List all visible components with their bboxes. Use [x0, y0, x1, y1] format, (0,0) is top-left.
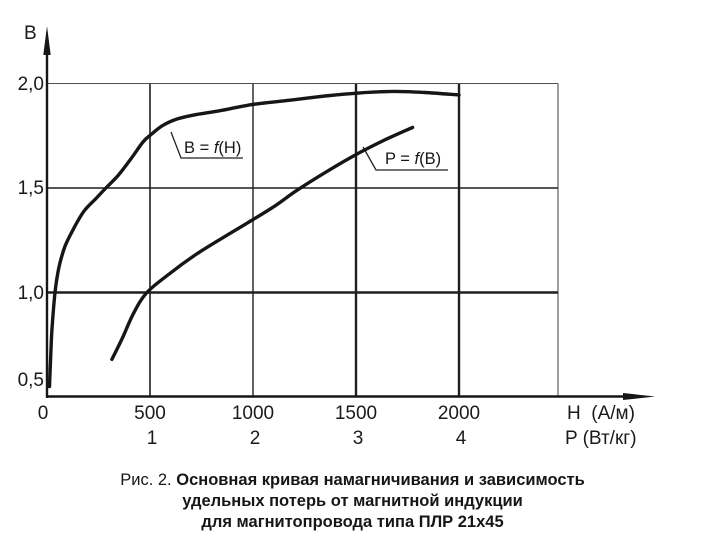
p-axis-unit-label: P (Вт/кг) [565, 428, 637, 449]
b-tick-label: 0,5 [17, 370, 44, 391]
h-axis-unit-label: H (А/м) [567, 403, 635, 424]
curve-label-p-post: (B) [419, 150, 442, 168]
caption-prefix: Рис. 2. [120, 471, 172, 489]
h-tick-label: 2000 [437, 403, 481, 424]
curve-label-b-post: (H) [218, 139, 242, 157]
curve-label-p-pre: P = [385, 150, 415, 168]
caption-line-3: для магнитопровода типа ПЛР 21x45 [201, 513, 504, 531]
curve-label-b-f: f [213, 139, 219, 157]
curve-label-p: P = f(B) [385, 150, 441, 169]
caption-line-2: удельных потерь от магнитной индукции [182, 492, 523, 510]
h-tick-label: 500 [134, 403, 166, 424]
p-tick-label: 4 [455, 428, 467, 449]
p-tick-label: 3 [352, 428, 364, 449]
curve-label-b-pre: B = [184, 139, 214, 157]
h-tick-label: 1000 [231, 403, 275, 424]
curve-label-p-f: f [414, 150, 420, 168]
b-tick-label: 1,0 [17, 282, 44, 304]
b-tick-label: 1,5 [17, 178, 44, 199]
h-tick-label: 1500 [334, 403, 378, 424]
caption-line-1-text: Основная кривая намагничивания и зависим… [176, 471, 585, 489]
h-tick-label: 0 [37, 403, 49, 424]
p-tick-label: 2 [249, 428, 261, 449]
caption-line-1: Рис. 2. Основная кривая намагничивания и… [0, 470, 705, 491]
y-axis-label: B [24, 23, 37, 44]
p-tick-label: 1 [146, 428, 158, 449]
b-tick-label: 2,0 [17, 73, 44, 95]
figure-caption: Рис. 2. Основная кривая намагничивания и… [0, 470, 705, 533]
curve-label-b: B = f(H) [184, 139, 241, 158]
